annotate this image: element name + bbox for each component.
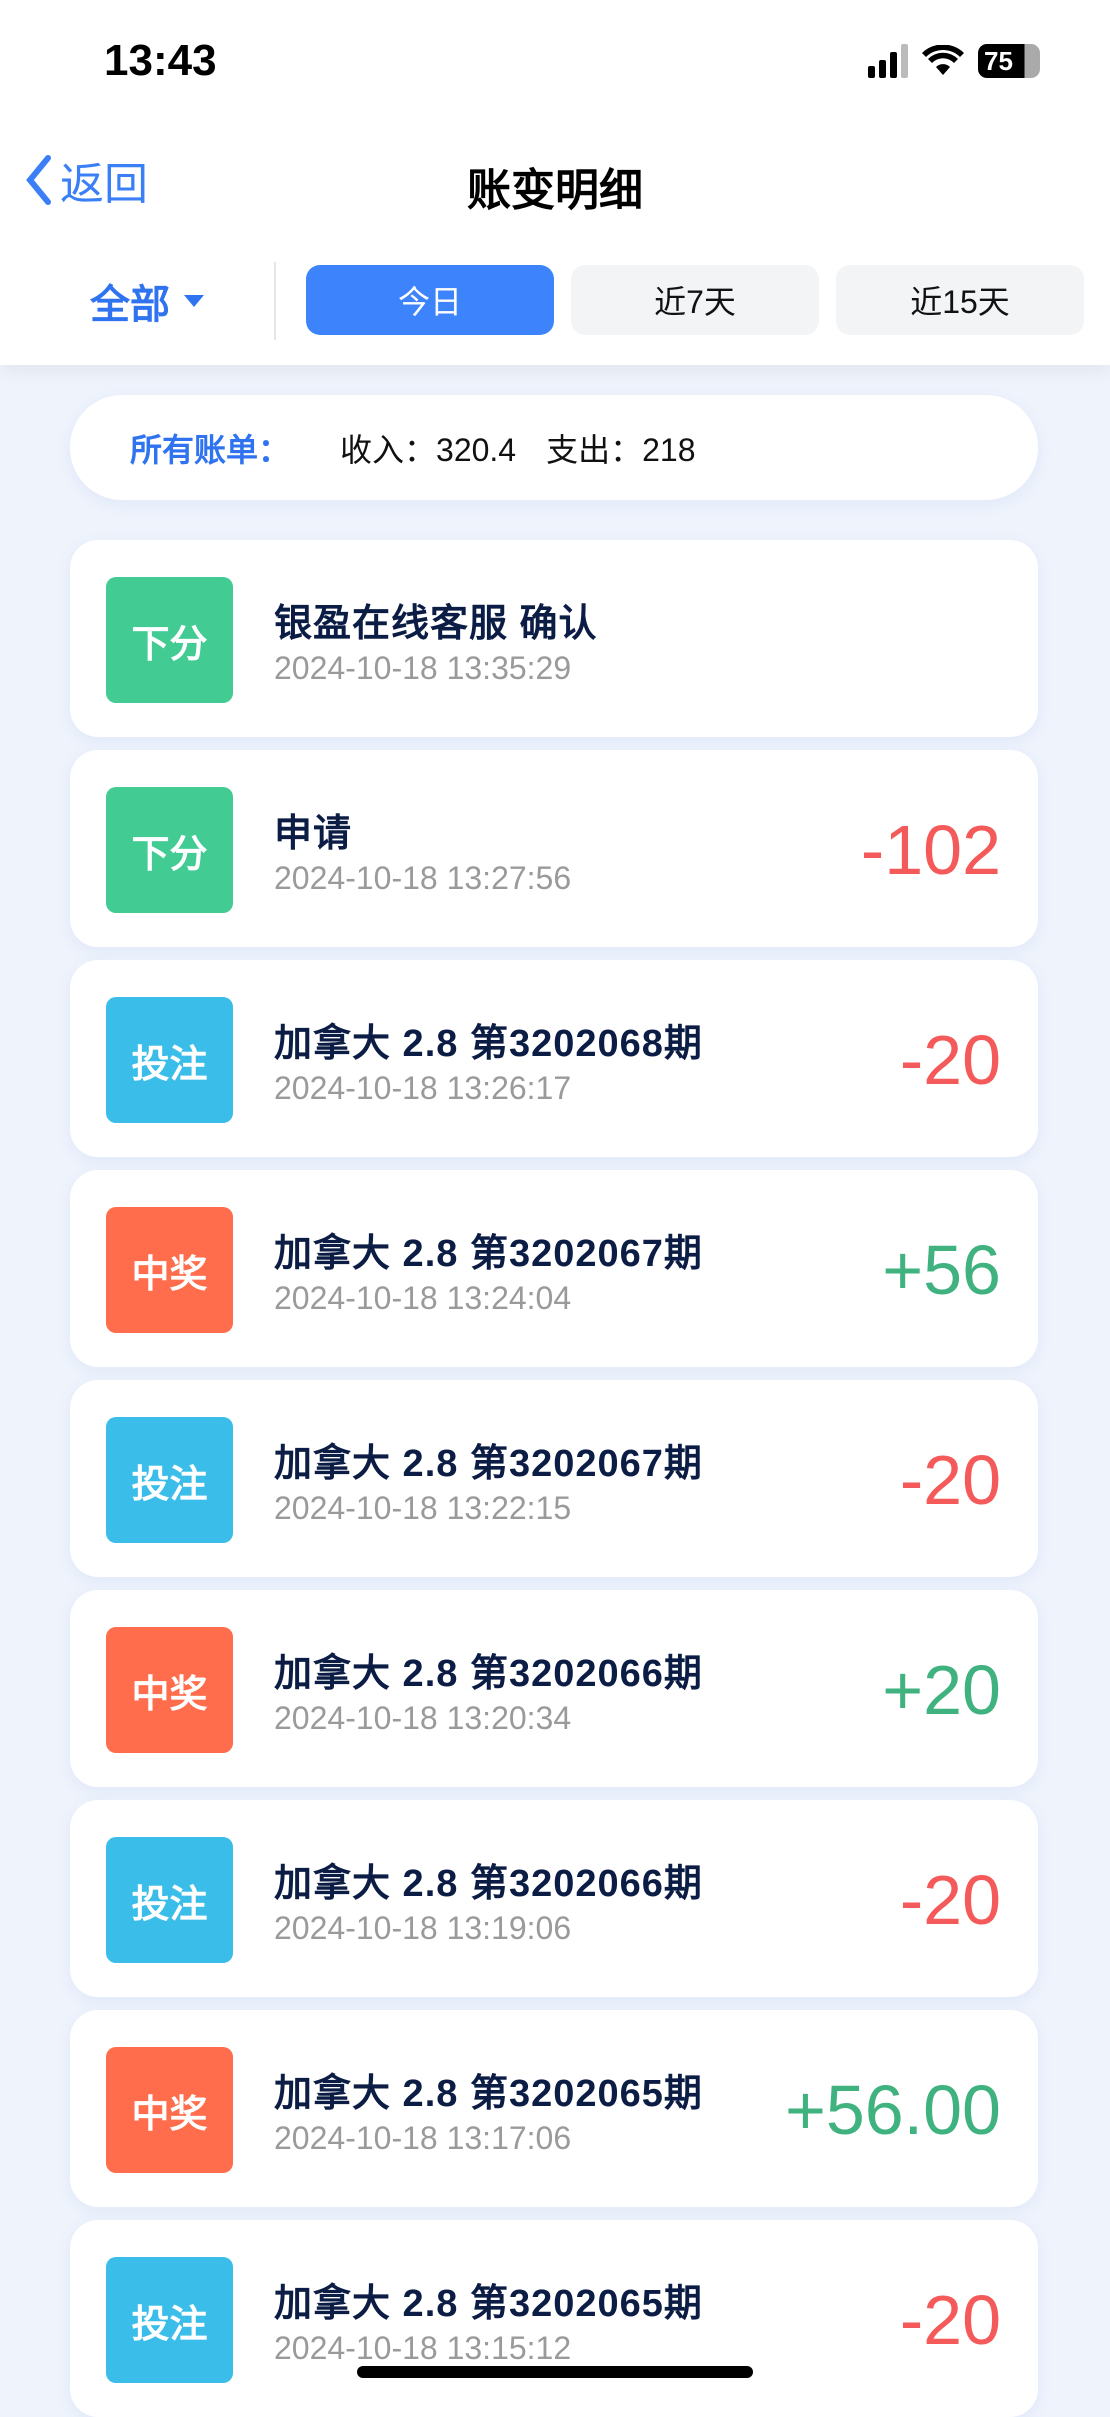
record-card[interactable]: 下分 申请 2024-10-18 13:27:56 -102 bbox=[70, 750, 1038, 947]
type-badge: 下分 bbox=[106, 787, 233, 913]
record-amount: -102 bbox=[860, 811, 1001, 889]
record-card[interactable]: 下分 银盈在线客服 确认 2024-10-18 13:35:29 bbox=[70, 540, 1038, 737]
type-badge: 中奖 bbox=[106, 1627, 233, 1753]
income-total: 收入：320.4 bbox=[340, 431, 517, 468]
home-indicator bbox=[357, 2366, 753, 2378]
record-card[interactable]: 投注 加拿大 2.8 第3202067期 2024-10-18 13:22:15… bbox=[70, 1380, 1038, 1577]
back-button[interactable]: 返回 bbox=[24, 148, 148, 212]
record-date: 2024-10-18 13:17:06 bbox=[274, 2120, 572, 2156]
tab-7-days[interactable]: 近7天 bbox=[571, 265, 819, 335]
record-card[interactable]: 投注 加拿大 2.8 第3202065期 2024-10-18 13:15:12… bbox=[70, 2220, 1038, 2417]
record-amount: -20 bbox=[899, 1021, 1001, 1099]
record-title: 加拿大 2.8 第3202066期 bbox=[274, 1653, 703, 1695]
battery-icon: 75 bbox=[978, 44, 1040, 78]
record-date: 2024-10-18 13:20:34 bbox=[274, 1700, 572, 1736]
record-title: 加拿大 2.8 第3202068期 bbox=[274, 1023, 703, 1065]
record-date: 2024-10-18 13:24:04 bbox=[274, 1280, 572, 1316]
record-title: 加拿大 2.8 第3202066期 bbox=[274, 1863, 703, 1905]
record-title: 申请 bbox=[274, 813, 353, 855]
wifi-icon bbox=[922, 45, 964, 75]
type-badge: 投注 bbox=[106, 2257, 233, 2383]
record-title: 银盈在线客服 确认 bbox=[274, 603, 598, 645]
record-title: 加拿大 2.8 第3202067期 bbox=[274, 1233, 703, 1275]
record-card[interactable]: 中奖 加拿大 2.8 第3202065期 2024-10-18 13:17:06… bbox=[70, 2010, 1038, 2207]
record-card[interactable]: 中奖 加拿大 2.8 第3202066期 2024-10-18 13:20:34… bbox=[70, 1590, 1038, 1787]
type-badge: 中奖 bbox=[106, 1207, 233, 1333]
header: 13:43 75 返回 账变明细 全部 今日 近7天 近15天 bbox=[0, 0, 1110, 365]
record-date: 2024-10-18 13:35:29 bbox=[274, 650, 572, 686]
summary-label: 所有账单： bbox=[130, 431, 291, 468]
caret-down-icon bbox=[184, 295, 204, 307]
record-amount: +56 bbox=[882, 1231, 1001, 1309]
record-date: 2024-10-18 13:27:56 bbox=[274, 860, 572, 896]
record-card[interactable]: 投注 加拿大 2.8 第3202068期 2024-10-18 13:26:17… bbox=[70, 960, 1038, 1157]
chevron-left-icon bbox=[26, 155, 51, 205]
type-badge: 投注 bbox=[106, 1837, 233, 1963]
record-title: 加拿大 2.8 第3202065期 bbox=[274, 2283, 703, 2325]
back-label: 返回 bbox=[60, 160, 148, 209]
status-time: 13:43 bbox=[104, 36, 217, 85]
record-amount: -20 bbox=[899, 1441, 1001, 1519]
record-card[interactable]: 投注 加拿大 2.8 第3202066期 2024-10-18 13:19:06… bbox=[70, 1800, 1038, 1997]
page-title: 账变明细 bbox=[467, 166, 643, 215]
type-badge: 下分 bbox=[106, 577, 233, 703]
category-filter-dropdown[interactable]: 全部 bbox=[90, 272, 204, 330]
record-date: 2024-10-18 13:22:15 bbox=[274, 1490, 572, 1526]
record-date: 2024-10-18 13:19:06 bbox=[274, 1910, 572, 1946]
record-amount: +20 bbox=[882, 1651, 1001, 1729]
record-card[interactable]: 中奖 加拿大 2.8 第3202067期 2024-10-18 13:24:04… bbox=[70, 1170, 1038, 1367]
record-amount: -20 bbox=[899, 1861, 1001, 1939]
summary-bar: 所有账单： 收入：320.4 支出：218 bbox=[70, 395, 1038, 500]
signal-icon bbox=[868, 44, 908, 78]
record-amount: +56.00 bbox=[784, 2071, 1001, 2149]
type-badge: 投注 bbox=[106, 997, 233, 1123]
status-icons: 75 bbox=[868, 44, 1040, 78]
tab-15-days[interactable]: 近15天 bbox=[836, 265, 1084, 335]
type-badge: 中奖 bbox=[106, 2047, 233, 2173]
record-date: 2024-10-18 13:15:12 bbox=[274, 2330, 572, 2366]
expense-total: 支出：218 bbox=[546, 431, 696, 468]
record-date: 2024-10-18 13:26:17 bbox=[274, 1070, 572, 1106]
record-amount: -20 bbox=[899, 2281, 1001, 2359]
tab-today[interactable]: 今日 bbox=[306, 265, 554, 335]
record-title: 加拿大 2.8 第3202065期 bbox=[274, 2073, 703, 2115]
filter-label: 全部 bbox=[90, 283, 170, 327]
type-badge: 投注 bbox=[106, 1417, 233, 1543]
divider bbox=[274, 262, 276, 340]
record-title: 加拿大 2.8 第3202067期 bbox=[274, 1443, 703, 1485]
